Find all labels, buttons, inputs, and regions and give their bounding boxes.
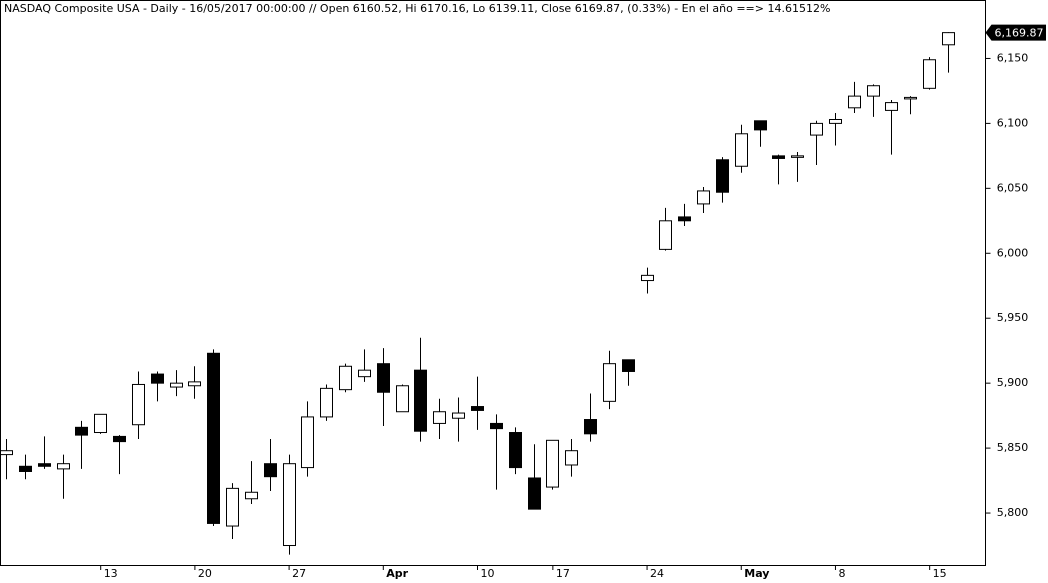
y-tick-label: 6,050 (997, 181, 1029, 194)
candle-body (659, 220, 672, 250)
candle-body (188, 381, 201, 387)
candle-body (490, 422, 503, 430)
candle-body (433, 411, 446, 424)
candle-body (207, 352, 220, 524)
candle-body (377, 363, 390, 393)
candle-body (791, 155, 804, 158)
candle-body (471, 406, 484, 411)
candle-body (810, 122, 823, 136)
chart-title: NASDAQ Composite USA - Daily - 16/05/201… (4, 2, 830, 15)
y-tick-label: 6,100 (997, 116, 1029, 129)
y-tick-label: 6,000 (997, 246, 1029, 259)
candle-body (942, 32, 955, 46)
candle-body (301, 416, 314, 469)
candle-body (226, 487, 239, 527)
candle-body (283, 463, 296, 547)
candle-body (414, 369, 427, 432)
candle-body (772, 155, 785, 159)
x-tick-label: 20 (198, 567, 212, 580)
candle-body (38, 463, 51, 467)
candle-body (904, 96, 917, 100)
x-tick-label: 17 (556, 567, 570, 580)
candle-body (716, 159, 729, 193)
candle-body (245, 491, 258, 500)
x-tick-label: May (744, 567, 769, 580)
candle-body (923, 59, 936, 89)
candle-body (452, 412, 465, 419)
x-tick-label: 10 (481, 567, 495, 580)
candle-body (509, 432, 522, 469)
y-tick-label: 5,950 (997, 311, 1029, 324)
y-tick-label: 5,900 (997, 376, 1029, 389)
candle-body (603, 363, 616, 402)
x-tick-label: 13 (104, 567, 118, 580)
candle-body (584, 419, 597, 435)
candle-body (678, 216, 691, 222)
candle-body (57, 463, 70, 470)
x-tick-label: 15 (933, 567, 947, 580)
candle-body (170, 382, 183, 388)
candle-body (546, 439, 559, 488)
candle-body (396, 385, 409, 413)
x-tick-label: 24 (650, 567, 664, 580)
candle-body (132, 383, 145, 426)
candle-body (829, 118, 842, 124)
candle-body (697, 190, 710, 205)
candle-body (320, 387, 333, 418)
last-price-label: 6,169.87 (995, 27, 1044, 40)
candle-body (151, 373, 164, 384)
candle-body (528, 477, 541, 510)
candle-body (358, 369, 371, 378)
candle-body (735, 133, 748, 167)
candle-body (885, 102, 898, 111)
candle-body (867, 85, 880, 97)
candle-body (565, 450, 578, 466)
candle-body (75, 426, 88, 436)
candle-body (113, 435, 126, 443)
plot-frame (0, 0, 986, 566)
last-price-tag (985, 24, 1046, 41)
candle-body (848, 95, 861, 109)
y-tick-label: 6,150 (997, 51, 1029, 64)
candle-body (754, 120, 767, 131)
candle-body (94, 413, 107, 434)
candle-body (264, 463, 277, 478)
candle-body (0, 450, 13, 456)
y-tick-label: 5,850 (997, 441, 1029, 454)
y-tick-label: 5,800 (997, 506, 1029, 519)
x-tick-label: Apr (386, 567, 408, 580)
candle-body (19, 465, 32, 472)
candle-body (339, 365, 352, 391)
candle-body (641, 274, 654, 282)
candle-body (622, 359, 635, 372)
x-tick-label: 27 (292, 567, 306, 580)
x-tick-label: 8 (838, 567, 845, 580)
